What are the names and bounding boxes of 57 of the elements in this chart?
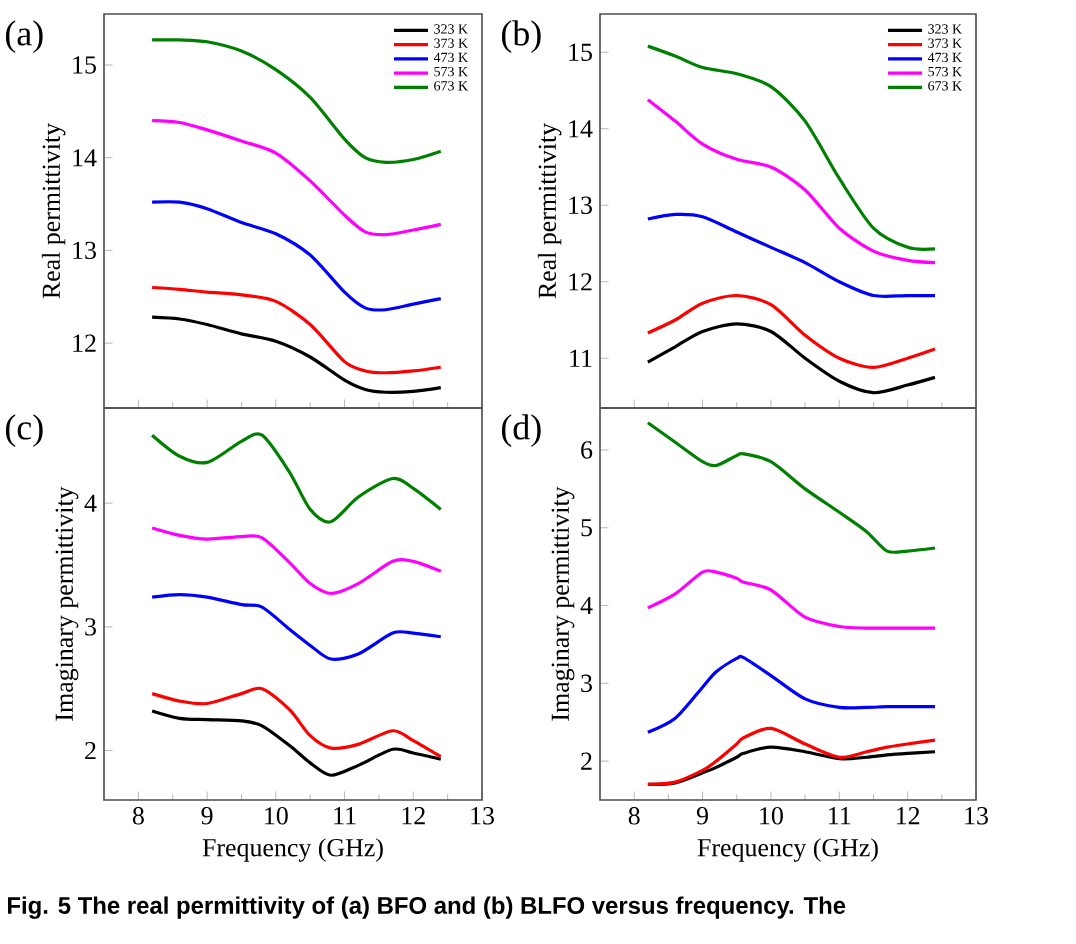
line-series (646, 726, 937, 787)
line-series (646, 568, 937, 630)
x-tick-label: 12 (402, 807, 425, 825)
y-tick-label: 14 (73, 149, 97, 167)
line-series (646, 212, 937, 298)
y-axis-title: Real permittivity (537, 122, 562, 299)
y-tick-label: 13 (73, 241, 96, 260)
text: (d) (501, 414, 541, 447)
line-series (150, 686, 443, 759)
y-tick-label: 12 (569, 273, 592, 291)
text: (a) (5, 20, 43, 53)
line-series (646, 322, 937, 395)
line-series (150, 709, 443, 777)
y-axis-title: Imaginary permittivity (551, 486, 575, 721)
x-tick-label: 12 (896, 807, 920, 825)
y-axis-title: Real permittivity (41, 122, 66, 299)
x-tick-label: 10 (760, 807, 783, 825)
x-axis-title: Frequency (GHz) (697, 838, 878, 862)
line-series (150, 315, 443, 394)
caption: Fig. 5 The real permittivity of (a) BFO and (b) BLFO versus frequency. The (7, 896, 846, 919)
y-tick-label: 6 (581, 441, 593, 459)
x-tick-label: 9 (201, 807, 213, 825)
line-series (646, 421, 937, 554)
line-series (150, 285, 443, 375)
line-series (646, 654, 937, 734)
line-series (646, 98, 937, 265)
y-tick-label: 3 (85, 618, 96, 636)
line-series (150, 119, 443, 237)
y-axis-title: Imaginary permittivity (55, 486, 79, 721)
y-tick-label: 3 (581, 674, 592, 693)
x-tick-label: 11 (829, 807, 851, 825)
x-tick-label: 8 (628, 807, 640, 825)
y-tick-label: 5 (581, 519, 592, 537)
line-series (150, 593, 443, 661)
x-tick-label: 8 (132, 807, 144, 825)
x-tick-label: 13 (471, 807, 494, 825)
y-tick-label: 12 (73, 334, 96, 352)
x-tick-label: 9 (696, 807, 708, 825)
y-tick-label: 13 (569, 196, 592, 214)
x-axis-title: Frequency (GHz) (202, 838, 383, 862)
x-tick-label: 10 (265, 807, 288, 825)
y-tick-label: 4 (84, 494, 97, 512)
y-tick-label: 14 (569, 120, 593, 138)
x-tick-label: 11 (334, 807, 356, 825)
y-tick-label: 4 (580, 597, 593, 615)
text: (c) (5, 414, 43, 447)
y-tick-label: 11 (570, 349, 592, 367)
line-series (646, 293, 937, 370)
line-series (150, 200, 443, 312)
line-series (150, 526, 443, 596)
y-tick-label: 15 (73, 56, 96, 74)
y-tick-label: 15 (569, 43, 592, 61)
y-tick-label: 2 (581, 752, 592, 770)
y-tick-label: 2 (85, 741, 96, 760)
text: (b) (501, 20, 541, 53)
x-tick-label: 13 (965, 807, 988, 825)
line-series (150, 432, 443, 524)
